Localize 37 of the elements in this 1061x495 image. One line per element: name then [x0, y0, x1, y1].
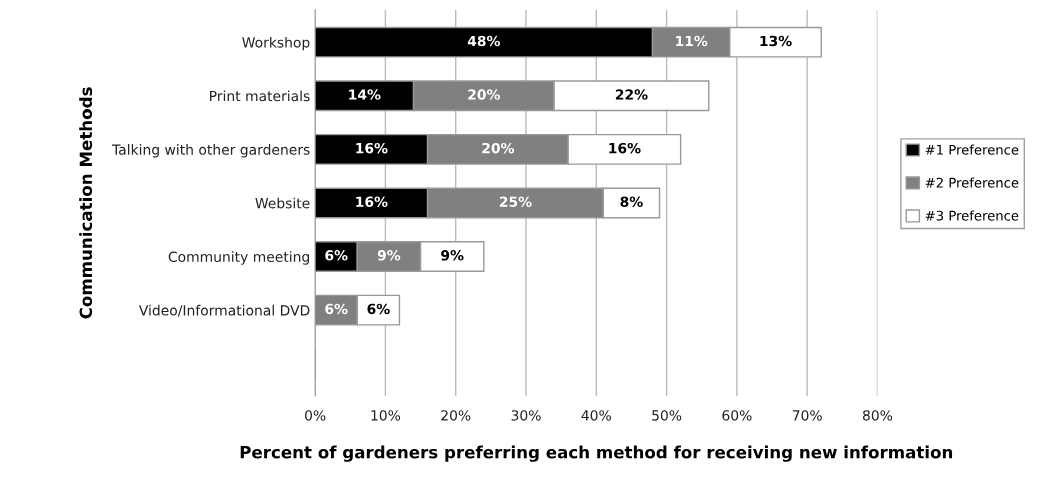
- x-axis-title: Percent of gardeners preferring each method for receiving new information: [240, 445, 953, 462]
- y-tick-label: Talking with other gardeners: [111, 144, 310, 158]
- data-label: 6%: [367, 303, 390, 315]
- data-label: 25%: [499, 196, 532, 207]
- x-tick-label: 80%: [862, 410, 893, 421]
- data-label: 6%: [325, 250, 348, 261]
- x-tick-label: 70%: [792, 410, 822, 421]
- data-label: 16%: [356, 142, 388, 154]
- x-tick-label: 50%: [652, 410, 682, 421]
- y-tick-label: Website: [255, 197, 310, 209]
- y-axis-title: Communication Methods: [79, 87, 93, 319]
- data-label: 20%: [482, 142, 515, 154]
- legend-label: #3 Preference: [925, 210, 1019, 221]
- data-label: 11%: [676, 35, 708, 47]
- x-tick-label: 20%: [441, 410, 471, 421]
- data-label: 8%: [620, 196, 643, 207]
- x-tick-label: 0%: [305, 410, 326, 421]
- data-label: 20%: [468, 89, 500, 100]
- x-tick-label: 60%: [722, 410, 752, 421]
- data-label: 16%: [356, 196, 388, 207]
- data-label: 14%: [349, 89, 381, 100]
- x-tick-label: 10%: [371, 410, 401, 421]
- y-tick-label: Workshop: [242, 36, 310, 51]
- data-label: 9%: [377, 250, 401, 261]
- y-tick-label: Video/Informational DVD: [138, 304, 310, 317]
- data-label: 16%: [609, 142, 641, 154]
- y-tick-label: Print materials: [210, 90, 310, 102]
- y-tick-label: Community meeting: [168, 251, 309, 265]
- data-label: 9%: [441, 250, 464, 261]
- legend-label: #2 Preference: [925, 177, 1019, 188]
- data-label: 6%: [325, 303, 348, 315]
- data-label: 48%: [467, 35, 500, 47]
- data-label: 13%: [760, 35, 792, 47]
- legend-label: #1 Preference: [925, 144, 1019, 155]
- x-tick-label: 30%: [511, 410, 541, 421]
- x-tick-label: 40%: [581, 410, 611, 421]
- data-label: 22%: [615, 89, 648, 100]
